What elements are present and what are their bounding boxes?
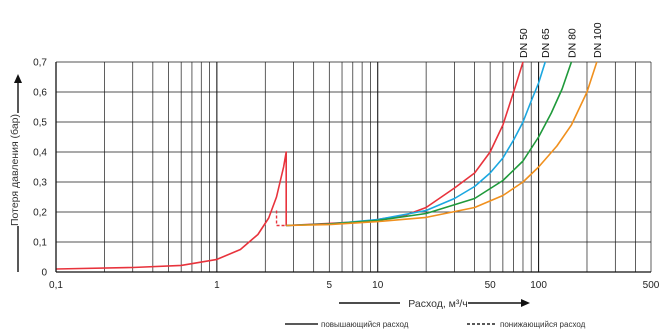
x-axis-label: Расход, м³/ч [408,298,468,310]
y-tick-label: 0,2 [33,208,47,219]
series-label: DN 65 [540,28,552,58]
series-line-4 [286,61,598,227]
x-tick-label: 10 [372,280,384,291]
series-label: DN 50 [518,28,530,58]
y-tick-label: 0 [41,268,47,279]
x-arrow-head [521,299,530,307]
x-tick-label: 500 [643,280,660,291]
series-line-1 [55,61,524,270]
legend-label-falling: понижающийся расход [500,320,586,329]
x-tick-label: 50 [485,280,497,291]
grid [55,61,652,273]
x-tick-label: 5 [327,280,333,291]
y-tick-label: 0,6 [33,88,47,99]
series-line-3 [286,61,573,227]
y-tick-label: 0,7 [33,58,47,69]
y-tick-label: 0,4 [33,148,47,159]
legend: повышающийся расход понижающийся расход [285,320,586,329]
x-tick-label: 1 [214,280,220,291]
y-arrow-head [14,74,22,83]
axes [14,62,651,307]
x-tick-label: 100 [530,280,547,291]
series-label: DN 100 [592,22,604,58]
legend-label-rising: повышающийся расход [321,320,409,329]
y-tick-label: 0,3 [33,178,47,189]
series-group [55,61,598,270]
dn-labels: DN 50 DN 65 DN 80 DN 100 [518,22,604,58]
x-tick-label: 0,1 [49,280,63,291]
y-axis-label: Потеря давления (бар) [9,114,21,226]
y-tick-label: 0,5 [33,118,47,129]
series-line-2 [286,61,546,227]
y-tick-label: 0,1 [33,238,47,249]
series-label: DN 80 [566,28,578,58]
